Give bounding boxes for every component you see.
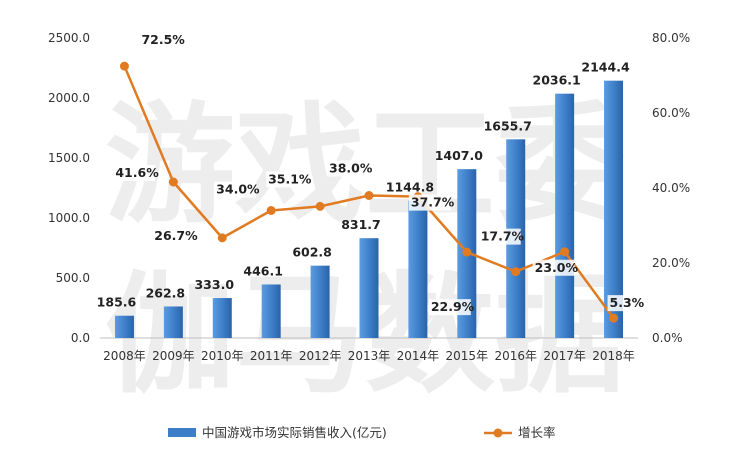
y-right-tick-label: 0.0% bbox=[652, 331, 683, 345]
x-tick-label: 2013年 bbox=[348, 349, 391, 363]
y-left-tick-label: 500.0 bbox=[56, 271, 90, 285]
bar-value-label: 1144.8 bbox=[386, 180, 434, 195]
data-labels: 185.6 262.8 333.0 446.1 602.8 831.7 1144.8 1407… bbox=[97, 32, 645, 316]
bar bbox=[359, 238, 379, 338]
legend: 中国游戏市场实际销售收入(亿元) 增长率 bbox=[168, 425, 556, 440]
growth-point bbox=[364, 191, 374, 200]
bar-value-label: 446.1 bbox=[243, 263, 283, 278]
growth-label-bg bbox=[532, 259, 575, 276]
growth-point bbox=[217, 233, 227, 243]
growth-label-bg bbox=[428, 299, 471, 316]
x-tick-label: 2017年 bbox=[543, 349, 586, 363]
growth-value-label: 22.9% bbox=[431, 299, 475, 314]
x-tick-label: 2008年 bbox=[103, 349, 146, 363]
growth-value-label: 35.1% bbox=[268, 171, 312, 186]
x-tick-label: 2010年 bbox=[201, 349, 244, 363]
legend-bar-swatch bbox=[168, 428, 196, 437]
growth-point bbox=[315, 201, 325, 211]
growth-label-bg bbox=[478, 228, 521, 245]
bar bbox=[555, 93, 575, 338]
x-tick-label: 2009年 bbox=[152, 349, 195, 363]
growth-value-label: 38.0% bbox=[329, 161, 373, 176]
legend-bar-label: 中国游戏市场实际销售收入(亿元) bbox=[202, 425, 387, 440]
bar bbox=[163, 306, 183, 338]
growth-label-bg bbox=[139, 32, 182, 49]
bar-value-label: 262.8 bbox=[146, 285, 186, 300]
bar-value-label: 831.7 bbox=[341, 217, 381, 232]
bar-value-label: 2144.4 bbox=[581, 60, 630, 75]
x-tick-label: 2012年 bbox=[299, 349, 342, 363]
x-tick-label: 2016年 bbox=[494, 349, 537, 363]
x-tick-label: 2014年 bbox=[397, 349, 440, 363]
bar-value-label: 602.8 bbox=[292, 245, 332, 260]
bar-value-label: 1407.0 bbox=[435, 148, 484, 163]
bar-value-label: 333.0 bbox=[194, 277, 234, 292]
bar-value-label: 185.6 bbox=[97, 295, 137, 310]
y-right-tick-label: 80.0% bbox=[652, 31, 690, 45]
growth-point bbox=[511, 267, 521, 277]
bar bbox=[114, 315, 134, 338]
x-tick-label: 2018年 bbox=[592, 349, 635, 363]
growth-label-bg bbox=[152, 227, 195, 244]
growth-value-label: 17.7% bbox=[481, 229, 525, 244]
growth-label-bg bbox=[607, 295, 642, 312]
growth-label-bg bbox=[408, 194, 451, 211]
growth-point bbox=[168, 177, 178, 187]
growth-point bbox=[266, 206, 276, 215]
growth-value-label: 41.6% bbox=[115, 165, 159, 180]
y-left-tick-label: 1000.0 bbox=[48, 211, 90, 225]
growth-point bbox=[560, 247, 570, 257]
y-right-tick-label: 20.0% bbox=[652, 256, 690, 270]
y-left-tick-label: 0.0 bbox=[71, 331, 90, 345]
bar-value-label: 1655.7 bbox=[484, 118, 532, 133]
bar bbox=[310, 265, 330, 338]
bar bbox=[212, 298, 232, 338]
growth-label-bg bbox=[266, 171, 309, 188]
y-right-tick-label: 60.0% bbox=[652, 106, 690, 120]
growth-value-label: 37.7% bbox=[411, 195, 455, 210]
growth-point bbox=[119, 61, 129, 71]
bar-series bbox=[114, 80, 624, 338]
growth-value-label: 5.3% bbox=[610, 295, 645, 310]
y-left-tick-label: 2500.0 bbox=[48, 31, 90, 45]
x-tick-label: 2011年 bbox=[250, 349, 293, 363]
growth-value-label: 26.7% bbox=[154, 228, 198, 243]
bar bbox=[261, 284, 281, 338]
growth-point bbox=[462, 247, 472, 257]
y-left-tick-label: 2000.0 bbox=[48, 91, 90, 105]
growth-value-label: 34.0% bbox=[216, 182, 260, 197]
axes: 0.0 500.0 1000.0 1500.0 2000.0 2500.0 0.0% 20.0… bbox=[48, 31, 690, 363]
growth-value-label: 23.0% bbox=[535, 260, 579, 275]
bar-value-label: 2036.1 bbox=[533, 73, 581, 88]
bar bbox=[604, 80, 624, 338]
bar bbox=[408, 200, 428, 338]
legend-line-marker bbox=[493, 428, 503, 438]
growth-label-bg bbox=[214, 181, 257, 198]
growth-label-bg bbox=[113, 165, 156, 181]
growth-point bbox=[609, 313, 619, 323]
y-left-tick-label: 1500.0 bbox=[48, 151, 90, 165]
growth-label-bg bbox=[327, 160, 369, 177]
legend-line-label: 增长率 bbox=[518, 425, 556, 440]
growth-value-label: 72.5% bbox=[141, 32, 185, 47]
y-right-tick-label: 40.0% bbox=[652, 181, 690, 195]
x-tick-label: 2015年 bbox=[446, 349, 489, 363]
